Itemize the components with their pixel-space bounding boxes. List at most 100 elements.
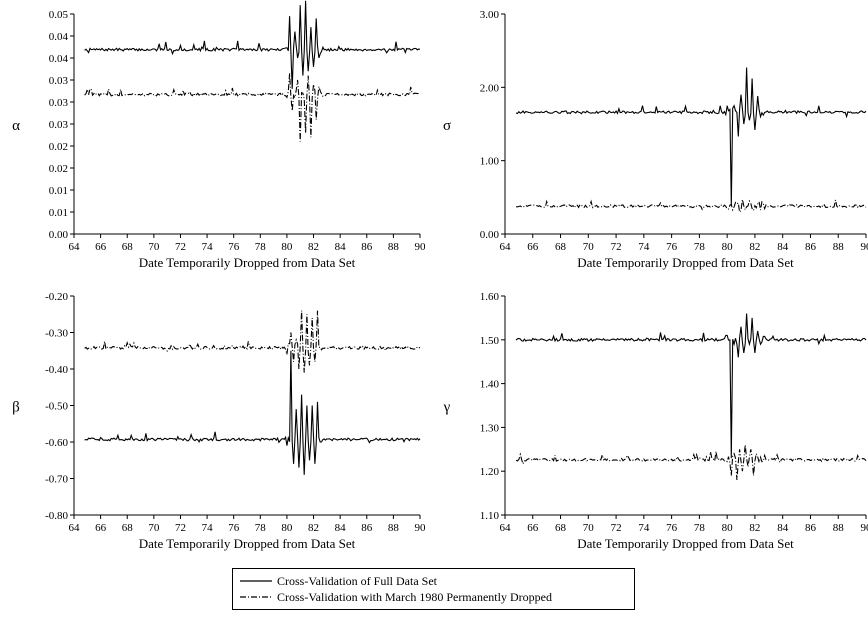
x-tick-label: 88: [833, 522, 845, 534]
y-tick-label: -0.30: [45, 328, 68, 340]
y-tick-label: 0.02: [49, 141, 68, 153]
y-tick-label: -0.50: [45, 401, 68, 413]
series-line-full-data: [84, 0, 421, 89]
legend-label-full: Cross-Validation of Full Data Set: [277, 573, 437, 588]
series-line-march-1980-dropped: [84, 310, 421, 373]
x-tick-label: 78: [255, 522, 267, 534]
x-tick-label: 76: [666, 241, 678, 253]
x-tick-label: 76: [666, 522, 678, 534]
y-tick-label: 2.00: [480, 82, 500, 94]
x-tick-label: 82: [749, 522, 760, 534]
y-axis-label: γ: [443, 400, 451, 416]
y-tick-label: 1.20: [480, 466, 500, 478]
x-tick-label: 84: [777, 522, 789, 534]
x-tick-label: 70: [583, 241, 595, 253]
legend-label-dropped: Cross-Validation with March 1980 Permane…: [277, 589, 552, 604]
x-tick-label: 66: [527, 241, 539, 253]
y-axis-label: σ: [443, 118, 451, 134]
y-tick-label: 1.00: [480, 156, 500, 168]
chart-panel-3: -0.80 -0.70 -0.60 -0.50 -0.40 -0.30 -0.20 64 66 6…: [12, 291, 426, 551]
x-tick-label: 74: [202, 241, 214, 253]
x-tick-label: 66: [527, 522, 539, 534]
legend-item-dropped: Cross-Validation with March 1980 Permane…: [239, 590, 552, 604]
x-tick-label: 68: [122, 241, 134, 253]
x-tick-label: 82: [308, 522, 319, 534]
y-tick-label: 0.05: [49, 9, 69, 21]
x-tick-label: 74: [638, 241, 650, 253]
x-tick-label: 90: [415, 241, 427, 253]
x-tick-label: 68: [555, 241, 567, 253]
x-tick-label: 72: [175, 241, 186, 253]
series-line-full-data: [84, 350, 421, 475]
x-tick-label: 70: [583, 522, 595, 534]
chart-panel-1: 0.00 0.01 0.01 0.02 0.02 0.03 0.03 0.03 0.04 0.04…: [12, 0, 427, 270]
x-tick-label: 76: [228, 522, 240, 534]
y-tick-label: 1.50: [480, 335, 500, 347]
y-tick-label: 0.02: [49, 163, 68, 175]
legend: Cross-Validation of Full Data Set Cross-…: [232, 568, 635, 610]
x-tick-label: 74: [202, 522, 214, 534]
x-tick-label: 78: [694, 522, 706, 534]
x-tick-label: 80: [722, 241, 734, 253]
y-axis-label: β: [12, 400, 20, 416]
y-tick-label: 0.00: [49, 229, 69, 241]
x-axis-label: Date Temporarily Dropped from Data Set: [577, 255, 794, 270]
x-tick-label: 86: [805, 522, 817, 534]
y-tick-label: -0.40: [45, 364, 68, 376]
y-tick-label: 0.03: [49, 75, 69, 87]
y-axis-label: α: [12, 118, 20, 134]
x-tick-label: 82: [749, 241, 760, 253]
y-tick-label: -0.60: [45, 437, 68, 449]
x-tick-label: 86: [805, 241, 817, 253]
series-line-march-1980-dropped: [515, 444, 867, 481]
y-tick-label: -0.20: [45, 291, 68, 303]
x-axis-label: Date Temporarily Dropped from Data Set: [577, 536, 794, 551]
charts-figure: 0.00 0.01 0.01 0.02 0.02 0.03 0.03 0.03 0.04 0.04…: [12, 0, 868, 551]
x-tick-label: 64: [500, 522, 512, 534]
x-tick-label: 84: [335, 241, 347, 253]
chart-panel-2: 0.00 1.00 2.00 3.00 64 66 68 70 72 74 76 78 80 82 84 86…: [443, 9, 868, 270]
x-tick-label: 70: [148, 241, 160, 253]
series-line-march-1980-dropped: [516, 199, 867, 214]
x-tick-label: 66: [95, 522, 107, 534]
legend-swatch-solid: [240, 580, 272, 582]
x-tick-label: 72: [611, 241, 622, 253]
x-tick-label: 64: [500, 241, 512, 253]
x-tick-label: 68: [122, 522, 134, 534]
x-tick-label: 66: [95, 241, 107, 253]
x-tick-label: 86: [361, 241, 373, 253]
x-tick-label: 80: [281, 522, 293, 534]
x-tick-label: 76: [228, 241, 240, 253]
y-tick-label: 1.40: [480, 379, 500, 391]
series-line-march-1980-dropped: [84, 73, 421, 142]
y-tick-label: 3.00: [480, 9, 500, 21]
y-tick-label: -0.70: [45, 474, 68, 486]
x-tick-label: 80: [722, 522, 734, 534]
x-tick-label: 64: [69, 241, 81, 253]
x-axis-label: Date Temporarily Dropped from Data Set: [139, 536, 356, 551]
legend-item-full: Cross-Validation of Full Data Set: [239, 574, 437, 588]
x-tick-label: 86: [361, 522, 373, 534]
y-tick-label: -0.80: [45, 510, 68, 522]
x-tick-label: 90: [861, 241, 868, 253]
y-tick-label: 0.04: [49, 53, 69, 65]
x-tick-label: 78: [255, 241, 267, 253]
y-tick-label: 1.10: [480, 510, 500, 522]
x-tick-label: 68: [555, 522, 567, 534]
x-axis-label: Date Temporarily Dropped from Data Set: [139, 255, 356, 270]
y-tick-label: 1.60: [480, 291, 500, 303]
legend-swatch-dashdot: [240, 596, 272, 598]
x-tick-label: 90: [415, 522, 427, 534]
y-tick-label: 1.30: [480, 422, 500, 434]
y-tick-label: 0.01: [49, 185, 68, 197]
x-tick-label: 70: [148, 522, 160, 534]
x-tick-label: 84: [335, 522, 347, 534]
x-tick-label: 88: [388, 522, 400, 534]
x-tick-label: 64: [69, 522, 81, 534]
x-tick-label: 72: [175, 522, 186, 534]
x-tick-label: 88: [388, 241, 400, 253]
y-tick-label: 0.01: [49, 207, 68, 219]
x-tick-label: 82: [308, 241, 319, 253]
y-tick-label: 0.03: [49, 119, 69, 131]
x-tick-label: 78: [694, 241, 706, 253]
